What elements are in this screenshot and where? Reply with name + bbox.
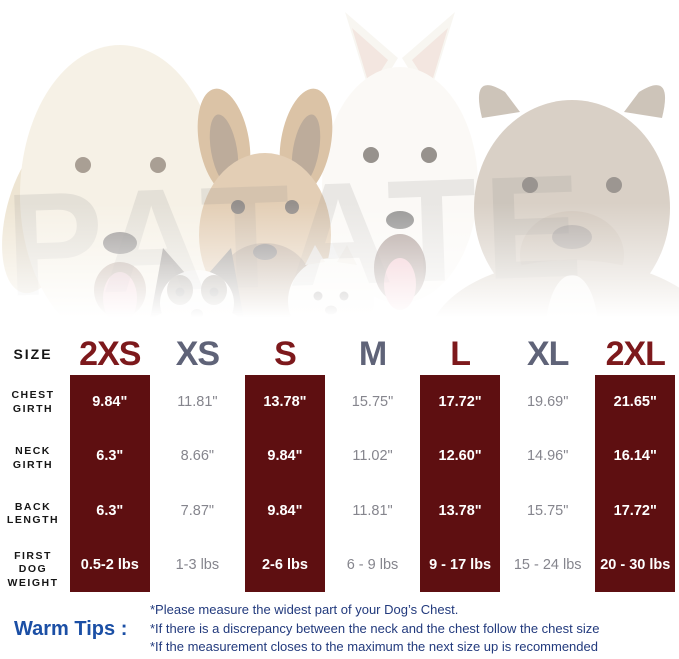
size-column-bar: 15.75" 11.02" 11.81" 6 - 9 lbs xyxy=(333,375,413,592)
size-column-header: XS xyxy=(175,335,220,373)
size-column-xl: XL 19.69" 14.96" 15.75" 15 - 24 lbs xyxy=(504,333,592,598)
size-column-header: M xyxy=(358,335,387,373)
chest-girth-value: 17.72" xyxy=(438,394,482,411)
size-column-s: S 13.78" 9.84" 9.84" 2-6 lbs xyxy=(241,333,329,598)
size-column-l: L 17.72" 12.60" 13.78" 9 - 17 lbs xyxy=(416,333,504,598)
chest-girth-value: 13.78" xyxy=(263,394,307,411)
neck-girth-value: 8.66" xyxy=(180,448,215,465)
warm-tips-lines: *Please measure the widest part of your … xyxy=(150,601,599,656)
chest-girth-value: 15.75" xyxy=(351,394,394,411)
neck-girth-value: 14.96" xyxy=(526,448,569,465)
size-column-bar: 13.78" 9.84" 9.84" 2-6 lbs xyxy=(245,375,325,592)
hero-fade-overlay xyxy=(0,203,679,333)
weight-value: 6 - 9 lbs xyxy=(346,556,399,573)
weight-value: 15 - 24 lbs xyxy=(513,556,582,573)
size-column-bar: 9.84" 6.3" 6.3" 0.5-2 lbs xyxy=(70,375,150,592)
size-column-bar: 11.81" 8.66" 7.87" 1-3 lbs xyxy=(158,375,238,592)
size-column-xs: XS 11.81" 8.66" 7.87" 1-3 lbs xyxy=(154,333,242,598)
neck-girth-value: 6.3" xyxy=(96,448,124,465)
tip-line-3: *If the measurement closes to the maximu… xyxy=(150,639,598,655)
size-column-header: L xyxy=(450,335,471,373)
back-length-value: 17.72" xyxy=(613,502,657,519)
chest-girth-value: 11.81" xyxy=(177,394,218,411)
neck-girth-value: 11.02" xyxy=(352,448,393,465)
back-length-value: 9.84" xyxy=(267,502,303,519)
weight-value: 0.5-2 lbs xyxy=(80,556,139,573)
neck-girth-value: 12.60" xyxy=(438,448,482,465)
dog-photo-collage: PATATE xyxy=(0,12,679,333)
back-length-value: 6.3" xyxy=(96,502,124,519)
size-column-2xl: 2XL 21.65" 16.14" 17.72" 20 - 30 lbs xyxy=(591,333,679,598)
size-header-label: SIZE xyxy=(13,346,53,362)
warm-tips-label: Warm Tips : xyxy=(14,617,128,640)
size-column-header: 2XL xyxy=(605,335,666,373)
back-length-value: 11.81" xyxy=(352,502,393,519)
neck-girth-value: 16.14" xyxy=(613,448,657,465)
chest-girth-value: 21.65" xyxy=(613,394,657,411)
tip-line-2: *If there is a discrepancy between the n… xyxy=(150,620,600,636)
weight-value: 1-3 lbs xyxy=(175,556,220,573)
size-column-header: XL xyxy=(526,335,569,373)
back-length-value: 7.87" xyxy=(180,502,215,519)
size-column-bar: 21.65" 16.14" 17.72" 20 - 30 lbs xyxy=(595,375,676,592)
back-length-value: 13.78" xyxy=(438,502,482,519)
size-column-header: S xyxy=(274,335,297,373)
row-label-column: SIZE CHEST GIRTH NECK GIRTH BACK LENGTH … xyxy=(0,333,66,598)
row-label-chest-girth: CHEST GIRTH xyxy=(11,389,55,415)
row-label-back-length: BACK LENGTH xyxy=(6,500,60,527)
chest-girth-value: 19.69" xyxy=(526,394,569,411)
size-column-m: M 15.75" 11.02" 11.81" 6 - 9 lbs xyxy=(329,333,417,598)
chest-girth-value: 9.84" xyxy=(92,394,128,411)
row-label-neck-girth: NECK GIRTH xyxy=(12,444,54,471)
tip-line-1: *Please measure the widest part of your … xyxy=(150,602,459,618)
neck-girth-value: 9.84" xyxy=(267,448,303,465)
weight-value: 2-6 lbs xyxy=(261,556,308,573)
size-table: SIZE CHEST GIRTH NECK GIRTH BACK LENGTH … xyxy=(0,333,679,598)
warm-tips-section: Warm Tips : *Please measure the widest p… xyxy=(0,599,679,659)
weight-value: 20 - 30 lbs xyxy=(600,556,671,573)
size-column-header: 2XS xyxy=(79,335,141,373)
back-length-value: 15.75" xyxy=(526,502,569,519)
size-column-bar: 19.69" 14.96" 15.75" 15 - 24 lbs xyxy=(508,375,588,592)
weight-value: 9 - 17 lbs xyxy=(429,556,492,573)
size-column-2xs: 2XS 9.84" 6.3" 6.3" 0.5-2 lbs xyxy=(66,333,154,598)
size-column-bar: 17.72" 12.60" 13.78" 9 - 17 lbs xyxy=(420,375,500,592)
row-label-first-dog-weight: FIRST DOG WEIGHT xyxy=(7,549,59,589)
